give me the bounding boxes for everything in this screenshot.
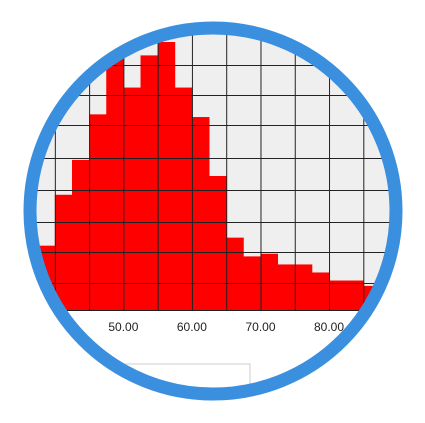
histogram-bar — [89, 114, 107, 310]
histogram-bar — [260, 253, 279, 310]
histogram-bar — [226, 237, 244, 310]
histogram-bar — [174, 87, 193, 310]
x-tick-label: 90.00 — [383, 320, 413, 334]
histogram-bar — [294, 264, 313, 310]
histogram-bar — [277, 264, 296, 310]
x-tick-label: 50.00 — [108, 320, 138, 334]
histogram-bar — [123, 87, 141, 310]
histogram-bar — [398, 289, 416, 310]
circular-frame — [23, 21, 403, 401]
x-tick-label: 60.00 — [177, 320, 207, 334]
histogram-bar — [71, 159, 90, 310]
histogram-bar — [106, 42, 124, 310]
histogram-bar — [329, 280, 347, 310]
histogram-bar — [191, 117, 210, 310]
histogram-bar — [157, 42, 176, 310]
histogram-bar — [3, 286, 21, 310]
x-tick-label: 80.00 — [314, 320, 344, 334]
histogram-bar — [140, 55, 159, 311]
histogram-bar — [0, 294, 4, 310]
histogram-bar — [209, 176, 227, 310]
x-tick-label: 70.00 — [245, 320, 275, 334]
histogram-bars — [0, 42, 416, 311]
histogram-bar — [346, 280, 364, 310]
histogram-bar — [311, 272, 330, 310]
